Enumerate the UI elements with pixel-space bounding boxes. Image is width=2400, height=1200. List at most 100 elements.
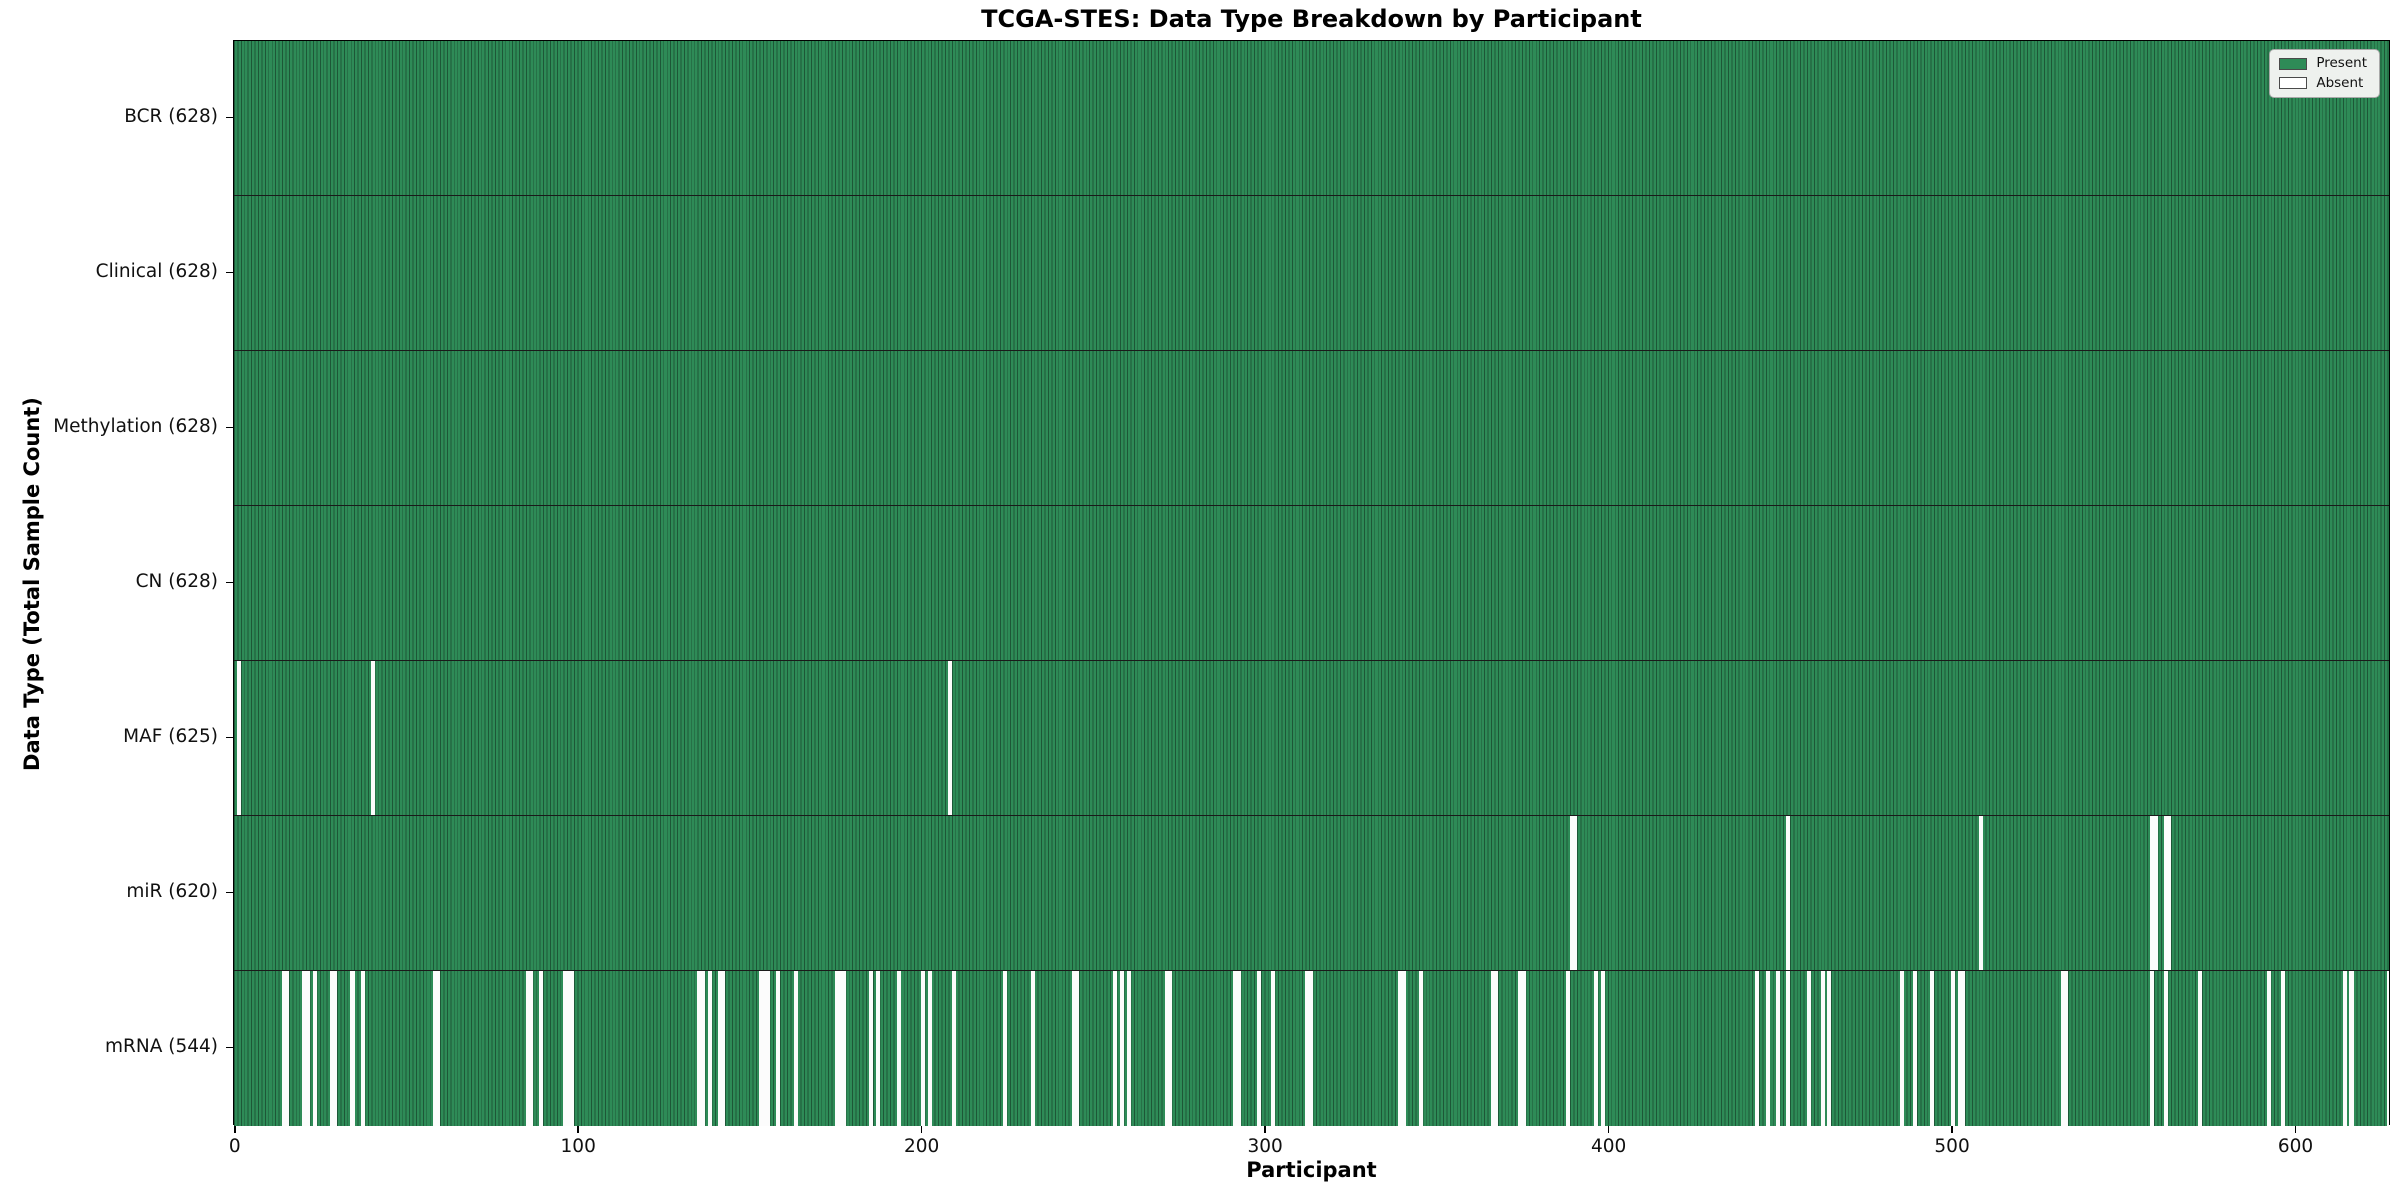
absent-stripe [1566,971,1571,1126]
absent-stripe [1401,971,1406,1126]
absent-stripe [566,971,571,1126]
absent-stripe [1494,971,1499,1126]
absent-stripe [927,971,932,1126]
absent-stripe [2167,816,2172,970]
absent-stripe [759,971,764,1126]
absent-stripe [1003,971,1008,1126]
absent-stripe [1775,971,1780,1126]
x-axis-label: Participant [1246,1158,1377,1182]
absent-stripe [834,971,839,1126]
y-tick-mark [226,1046,233,1049]
absent-stripe [312,971,317,1126]
absent-stripe [2267,971,2272,1126]
absent-stripe [285,971,290,1126]
x-tick-mark [577,1126,579,1133]
y-tick-label: BCR (628) [124,105,218,127]
x-tick-mark [2294,1126,2297,1133]
absent-stripe [1978,816,1983,970]
absent-stripe [721,971,726,1126]
absent-stripe [948,661,953,815]
absent-stripe [1257,971,1262,1126]
plot-area: Present Absent [233,40,2390,1126]
absent-stripe [539,971,544,1126]
x-tick-label: 200 [904,1136,940,1157]
legend-label-present: Present [2316,55,2367,71]
y-tick-mark [226,891,233,894]
absent-stripe [1112,971,1118,1126]
absent-stripe [717,971,723,1126]
legend-item-present: Present [2279,55,2367,71]
row-maf [234,661,2389,816]
absent-stripe [1573,816,1578,970]
x-tick-label: 500 [1934,1136,1970,1157]
absent-stripe [766,971,771,1126]
absent-stripe [1755,971,1760,1126]
absent-stripe [841,971,846,1126]
absent-stripe [305,971,310,1126]
absent-stripe [793,971,798,1126]
row-mir [234,816,2389,971]
absent-stripe [1119,971,1124,1126]
absent-stripe [1593,971,1598,1126]
absent-stripe [1490,971,1495,1126]
x-tick-mark [1951,1126,1953,1133]
x-tick-mark [1607,1126,1610,1133]
x-tick-label: 600 [2277,1136,2314,1157]
absent-stripe [1786,971,1791,1126]
absent-stripe [1126,971,1131,1126]
absent-stripe [2150,816,2155,970]
absent-stripe [529,971,534,1126]
y-tick-label: Methylation (628) [53,415,218,437]
absent-stripe [360,971,365,1126]
absent-stripe [700,971,705,1126]
absent-stripe [237,661,242,815]
absent-stripe [697,971,702,1126]
absent-stripe [1521,971,1526,1126]
absent-stripe [1820,971,1825,1126]
absent-stripe [920,971,925,1126]
chart-title: TCGA-STES: Data Type Breakdown by Partic… [981,5,1642,33]
absent-stripe [1270,971,1275,1126]
absent-stripe [1167,971,1172,1126]
absent-stripe [1930,971,1935,1126]
absent-stripe [1030,971,1035,1126]
legend: Present Absent [2269,49,2380,98]
rows-container [234,41,2389,1126]
absent-stripe [1765,971,1770,1126]
absent-stripe [951,971,956,1126]
absent-swatch-icon [2279,77,2308,90]
x-tick-label: 300 [1247,1136,1283,1157]
row-clinical [234,196,2389,351]
present-swatch-icon [2279,57,2308,70]
absent-stripe [2349,971,2354,1126]
absent-stripe [1600,971,1605,1126]
absent-stripe [896,971,901,1126]
y-tick-mark [226,426,233,429]
y-tick-label: MAF (625) [123,725,218,747]
absent-stripe [371,661,376,815]
absent-stripe [2280,971,2285,1126]
absent-stripe [329,971,334,1126]
absent-stripe [1418,971,1423,1126]
absent-stripe [436,971,441,1126]
y-tick-label: miR (620) [126,880,218,902]
row-bcr [234,41,2389,196]
absent-stripe [2342,971,2347,1126]
absent-stripe [1305,971,1310,1126]
absent-stripe [869,971,874,1126]
absent-stripe [875,971,881,1126]
absent-stripe [350,971,355,1126]
x-tick-label: 400 [1590,1136,1627,1157]
x-tick-mark [920,1126,923,1133]
absent-stripe [2387,971,2389,1126]
absent-stripe [302,971,307,1126]
y-tick-mark [226,271,233,274]
x-tick-mark [233,1126,236,1133]
absent-stripe [2164,816,2169,970]
legend-item-absent: Absent [2279,76,2367,91]
absent-stripe [762,971,767,1126]
absent-stripe [1164,971,1169,1126]
y-tick-mark [226,581,233,584]
row-methylation [234,351,2389,506]
